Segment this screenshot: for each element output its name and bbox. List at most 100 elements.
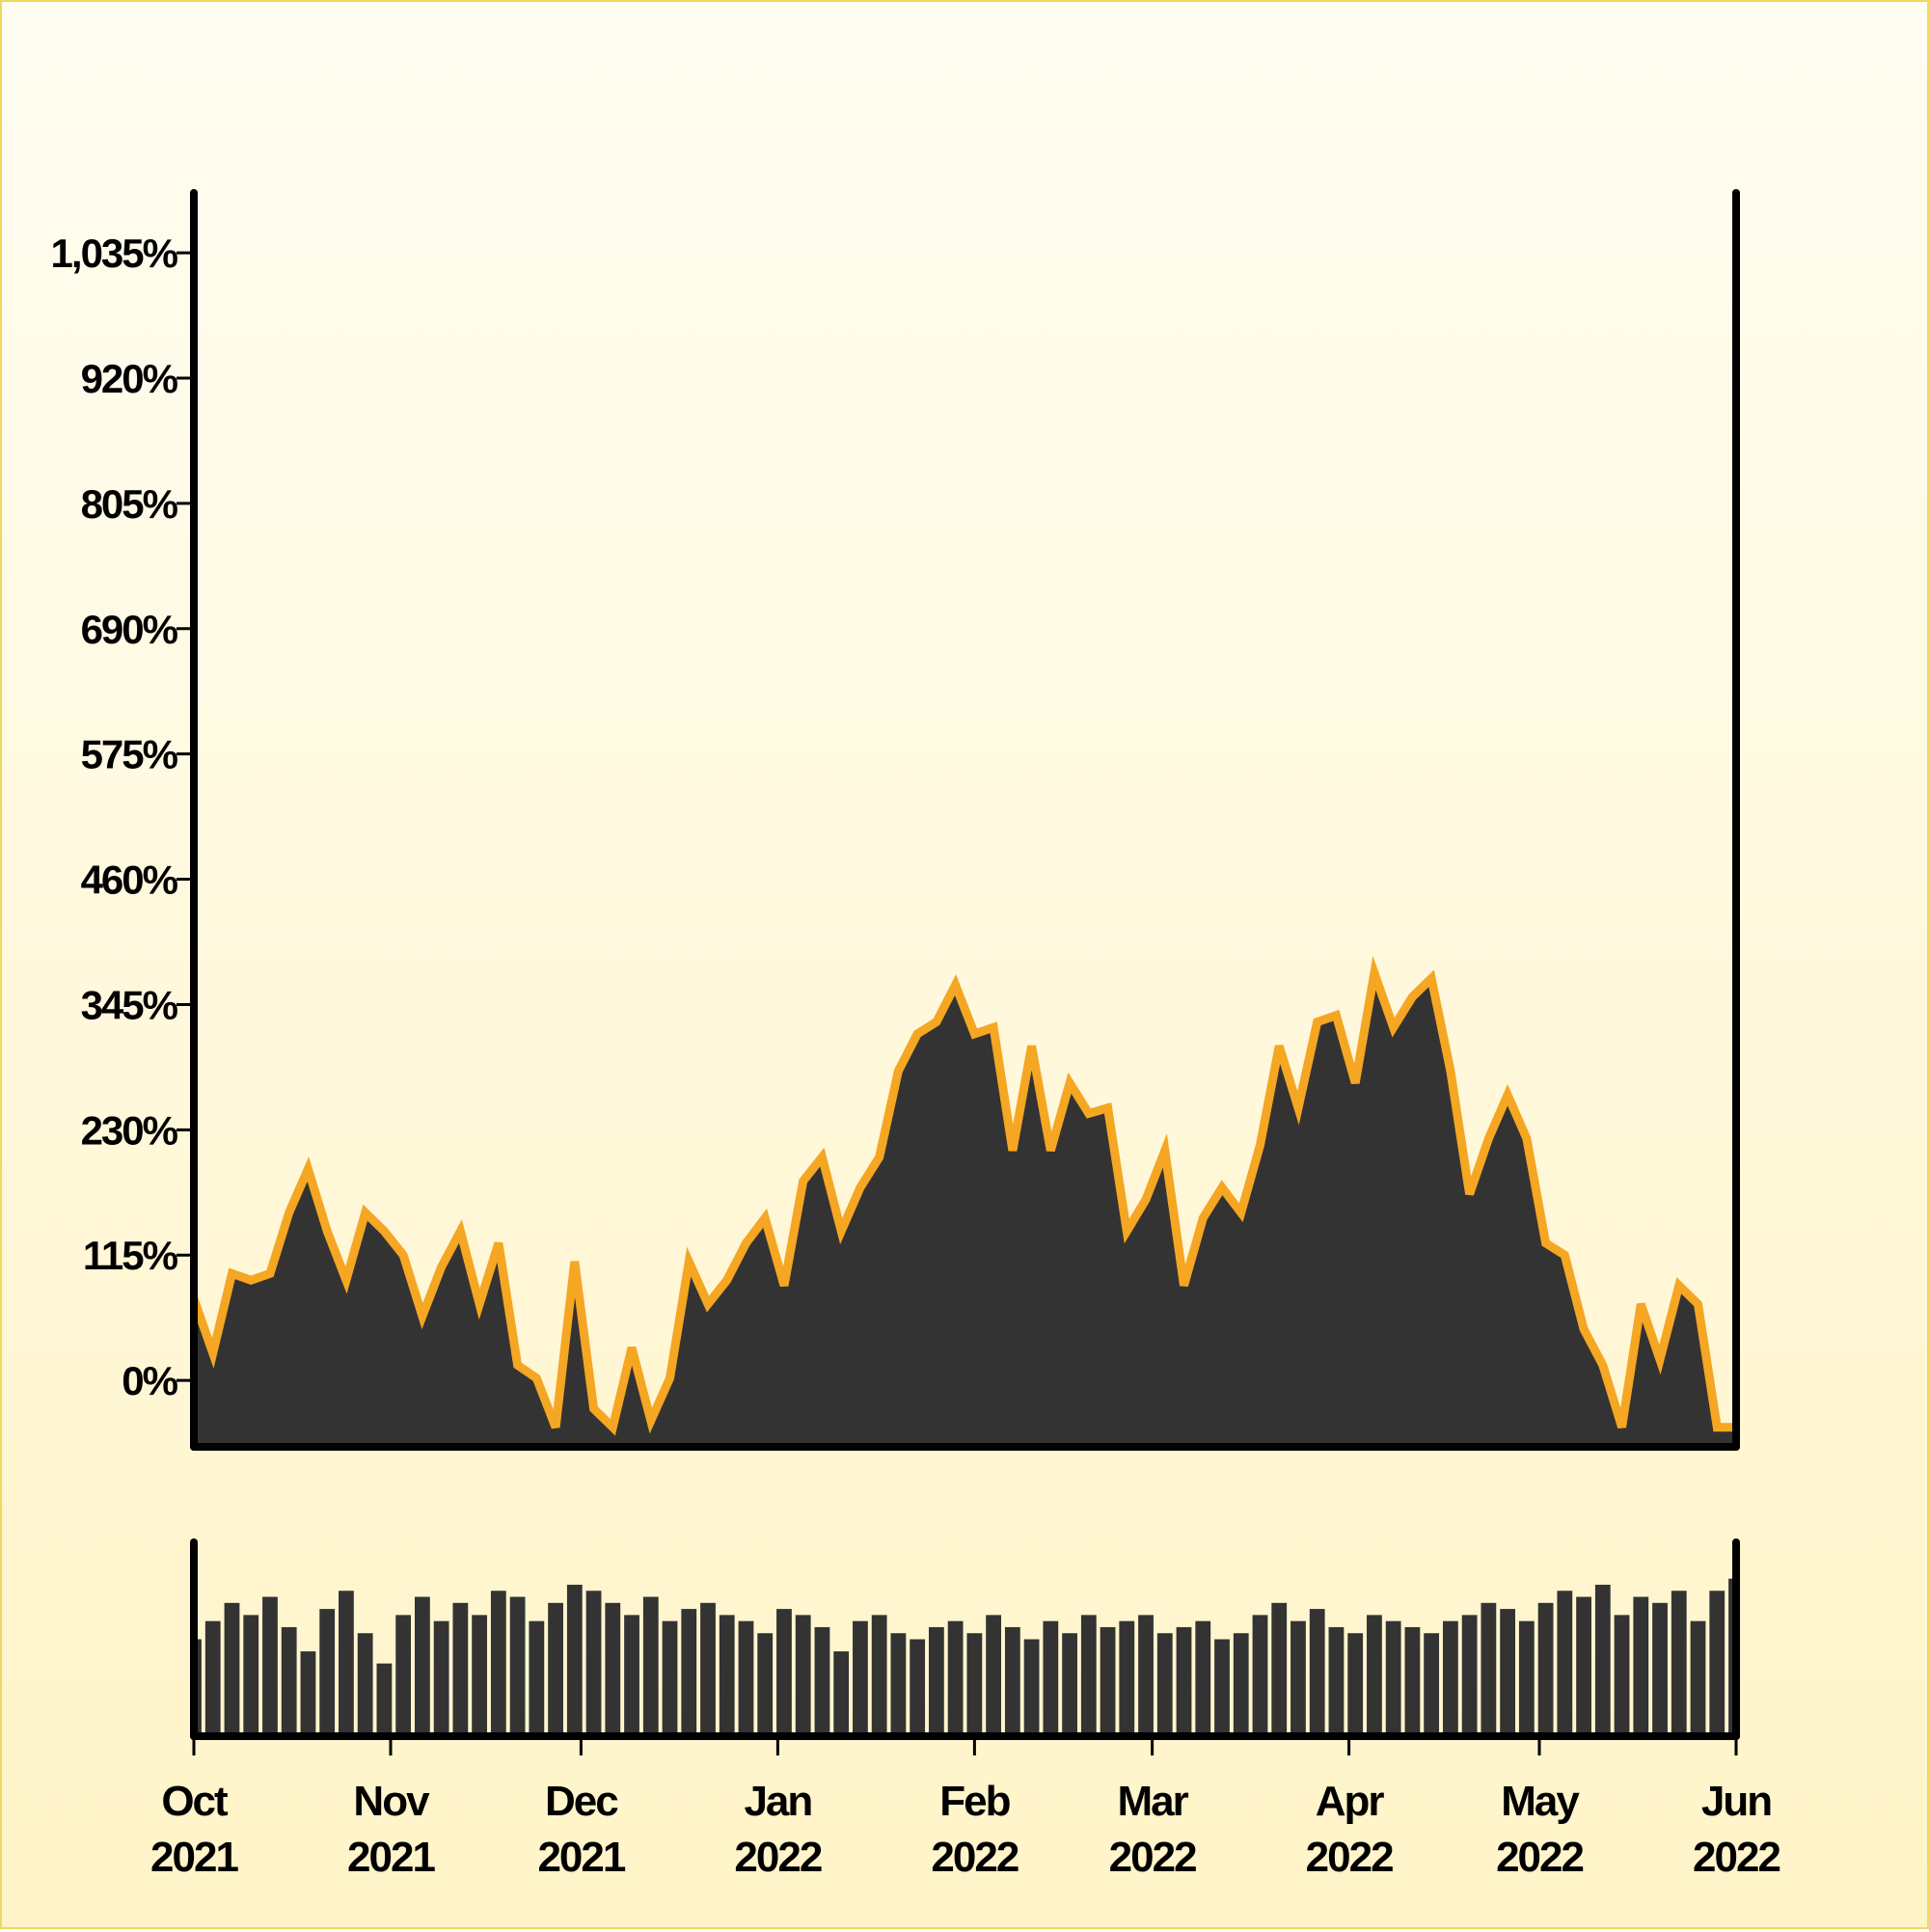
volume-bar — [1080, 1615, 1097, 1736]
volume-bar — [853, 1620, 868, 1736]
volume-bar — [1500, 1609, 1516, 1736]
y-tick-label: 575% — [81, 732, 178, 777]
volume-bar — [1195, 1620, 1211, 1736]
y-tick-label: 115% — [83, 1233, 178, 1278]
volume-bar — [1690, 1620, 1706, 1736]
volume-bar — [681, 1609, 697, 1736]
volume-bar — [1004, 1626, 1020, 1736]
x-tick-label-part: Oct — [161, 1778, 229, 1825]
volume-bar — [1062, 1633, 1077, 1736]
x-tick-label-part: Dec — [545, 1778, 618, 1825]
area — [194, 972, 1736, 1447]
volume-bar — [472, 1615, 488, 1736]
x-tick-label: Oct 2021 — [150, 1778, 238, 1881]
volume-bar — [339, 1591, 354, 1736]
volume-bar — [395, 1615, 412, 1736]
x-tick-label-part: 2022 — [1306, 1834, 1393, 1881]
volume-bar — [738, 1620, 754, 1736]
x-tick-label-part: 2021 — [537, 1834, 625, 1881]
volume-bar — [376, 1663, 393, 1736]
volume-bar — [928, 1626, 944, 1736]
volume-bar — [966, 1633, 983, 1736]
volume-bar — [1367, 1615, 1382, 1736]
x-tick-label-part: Jan — [744, 1778, 811, 1825]
volume-bar — [1309, 1609, 1325, 1736]
y-tick-label: 920% — [81, 356, 178, 401]
y-tick-label: 805% — [81, 481, 178, 527]
x-tick-label-part: 2022 — [734, 1834, 821, 1881]
volume-bar — [1347, 1633, 1364, 1736]
x-tick-label: Apr 2022 — [1306, 1778, 1393, 1881]
line — [194, 955, 1736, 1436]
volume-bar — [1424, 1633, 1440, 1736]
volume-bar — [776, 1609, 792, 1736]
volume-bar — [1233, 1633, 1249, 1736]
volume-bar — [1023, 1639, 1040, 1736]
volume-bar — [1100, 1626, 1116, 1736]
volume-bar — [452, 1602, 469, 1736]
volume-bar — [814, 1626, 830, 1736]
x-tick-label-part: Nov — [353, 1778, 430, 1825]
x-tick-label-part: May — [1501, 1778, 1580, 1825]
volume-bar — [1594, 1584, 1611, 1736]
volume-bar — [1176, 1626, 1192, 1736]
x-tick-label-part: Mar — [1117, 1778, 1188, 1825]
x-tick-label-part: 2022 — [1693, 1834, 1780, 1881]
volume-bar — [871, 1615, 887, 1736]
volume-bar — [1138, 1615, 1154, 1736]
y-tick-label: 1,035% — [51, 231, 178, 276]
x-tick-label: Nov 2021 — [347, 1778, 435, 1881]
volume-bar — [1043, 1620, 1059, 1736]
volume-bar — [624, 1615, 639, 1736]
volume-bar — [1557, 1591, 1573, 1736]
y-tick-label: 690% — [81, 607, 178, 652]
volume-bar — [566, 1584, 583, 1736]
volume-bar — [833, 1651, 850, 1736]
volume-bar — [300, 1651, 316, 1736]
x-tick-label-part: Feb — [939, 1778, 1010, 1825]
y-tick-label: 345% — [81, 982, 178, 1027]
volume-bar — [1576, 1596, 1591, 1736]
x-tick-label-part: 2021 — [347, 1834, 435, 1881]
volume-bar — [585, 1591, 602, 1736]
volume-bar — [986, 1615, 1002, 1736]
volume-bar — [1709, 1591, 1725, 1736]
volume-bar — [1652, 1602, 1668, 1736]
volume-bar — [1385, 1620, 1401, 1736]
volume-bar — [1214, 1639, 1230, 1736]
volume-bar — [1271, 1602, 1288, 1736]
volume-bar — [1252, 1615, 1268, 1736]
volume-bar — [1518, 1620, 1535, 1736]
volume-bar — [433, 1620, 449, 1736]
x-tick-label: Jun 2022 — [1693, 1778, 1780, 1881]
volume-bar — [281, 1626, 297, 1736]
volume-bar — [1328, 1626, 1345, 1736]
volume-bar — [890, 1633, 907, 1736]
volume-bar — [1119, 1620, 1135, 1736]
volume-bar — [1537, 1602, 1554, 1736]
volume-bar — [414, 1596, 430, 1736]
x-tick-label-part: 2021 — [150, 1834, 238, 1881]
volume-bar — [1291, 1620, 1306, 1736]
volume-bar — [262, 1596, 278, 1736]
volume-bar — [1156, 1633, 1173, 1736]
volume-bar — [1461, 1615, 1478, 1736]
x-tick-label: Feb 2022 — [931, 1778, 1018, 1881]
x-tick-label-part: 2022 — [1109, 1834, 1196, 1881]
volume-bar — [509, 1596, 526, 1736]
volume-bar — [947, 1620, 964, 1736]
volume-bar — [1614, 1615, 1630, 1736]
volume-bar — [490, 1591, 506, 1736]
volume-bar — [910, 1639, 926, 1736]
y-tick-label: 460% — [81, 857, 178, 903]
x-tick-label-part: 2022 — [1496, 1834, 1583, 1881]
volume-bar — [204, 1620, 221, 1736]
x-tick-label: Jan 2022 — [734, 1778, 821, 1881]
volume-bar — [1481, 1602, 1497, 1736]
x-tick-label-part: Jun — [1701, 1778, 1771, 1825]
volume-bar — [719, 1615, 735, 1736]
volume-bar — [548, 1602, 563, 1736]
volume-bar — [700, 1602, 716, 1736]
